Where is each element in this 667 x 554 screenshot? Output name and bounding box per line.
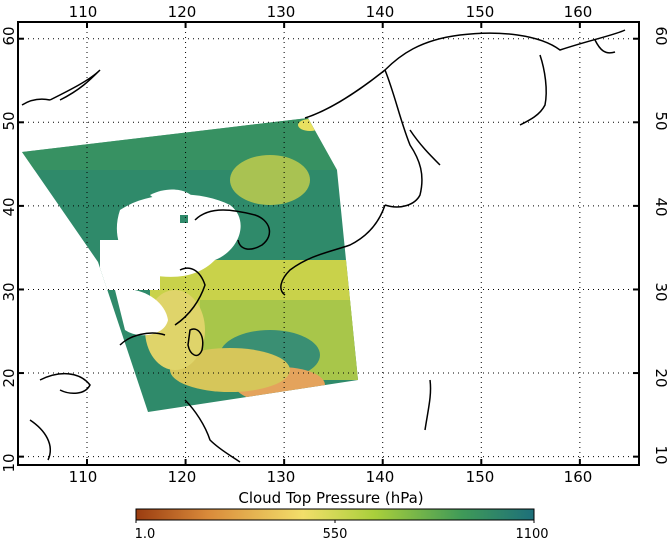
lat-lon-grid (18, 22, 639, 465)
lat-label-right: 20 (652, 368, 667, 387)
lon-labels-top: 110 120 130 140 150 160 (69, 3, 593, 21)
colorbar (135, 508, 535, 521)
lon-label-bottom: 130 (267, 468, 296, 486)
lon-label-top: 120 (168, 3, 197, 21)
map-frame (17, 21, 640, 466)
lon-labels-bottom: 110 120 130 140 150 160 (69, 468, 593, 486)
lon-label-top: 160 (564, 3, 593, 21)
lon-label-bottom: 140 (366, 468, 395, 486)
lat-label-right: 30 (652, 282, 667, 301)
cloud-top-pressure-swath (22, 118, 358, 412)
lon-label-top: 140 (366, 3, 395, 21)
lat-label-left: 50 (0, 111, 18, 130)
lon-label-bottom: 150 (466, 468, 495, 486)
lat-label-left: 30 (0, 282, 18, 301)
lon-label-bottom: 120 (168, 468, 197, 486)
frame-ticks (18, 22, 639, 465)
lat-label-left: 20 (0, 368, 18, 387)
colorbar-label-max: 1100 (515, 527, 548, 542)
lon-label-bottom: 160 (564, 468, 593, 486)
lat-label-left: 10 (0, 453, 18, 472)
lat-label-right: 10 (652, 445, 667, 464)
lat-label-left: 60 (0, 26, 18, 45)
colorbar-label-mid: 550 (323, 527, 348, 542)
coastlines (21, 29, 626, 463)
lon-label-top: 110 (69, 3, 98, 21)
lat-labels-left: 10 20 30 40 50 60 (0, 26, 18, 472)
lat-label-right: 40 (652, 197, 667, 216)
lat-label-right: 50 (652, 111, 667, 130)
lon-label-top: 150 (466, 3, 495, 21)
lat-label-left: 40 (0, 197, 18, 216)
lat-labels-right: 10 20 30 40 50 60 (652, 26, 667, 464)
colorbar-label-min: 1.0 (135, 527, 156, 542)
lon-label-bottom: 110 (69, 468, 98, 486)
colorbar-title: Cloud Top Pressure (hPa) (238, 489, 423, 507)
lon-label-top: 130 (267, 3, 296, 21)
lat-label-right: 60 (652, 26, 667, 45)
